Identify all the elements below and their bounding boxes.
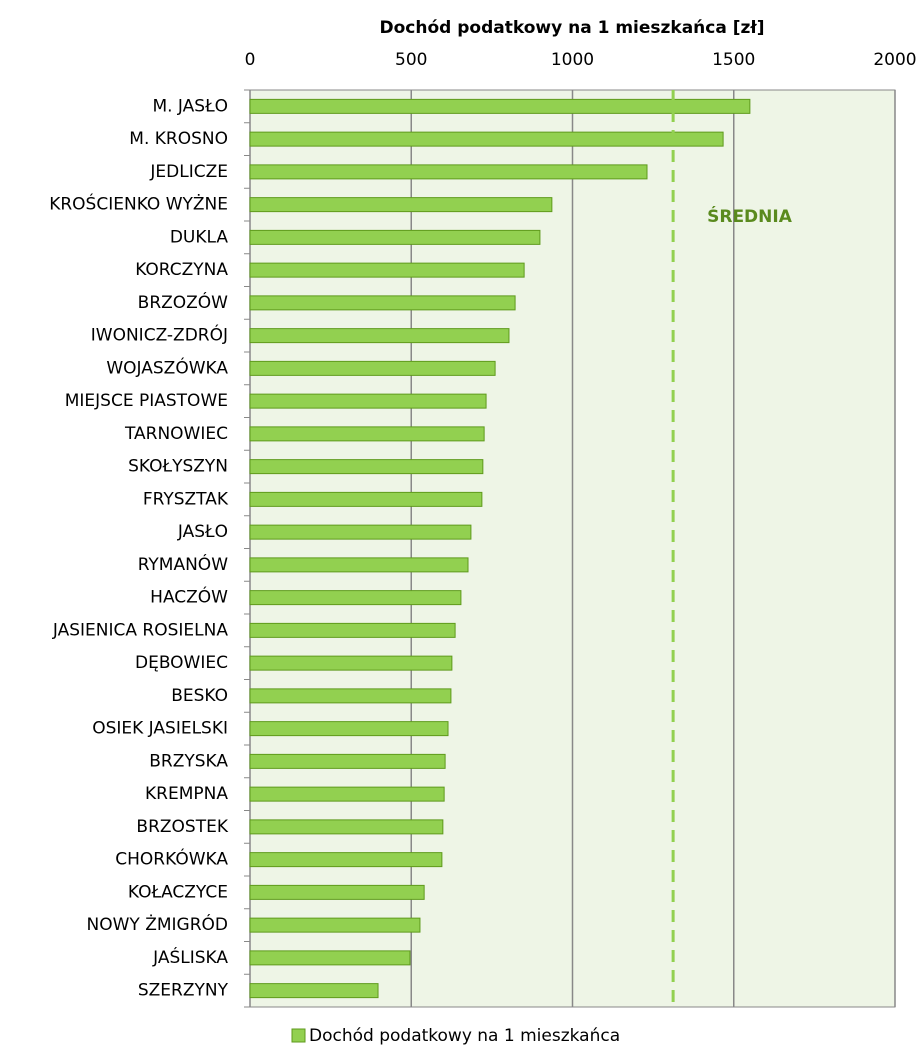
y-tick-label: HACZÓW bbox=[150, 586, 228, 608]
bar bbox=[249, 884, 425, 900]
y-tick-label: DUKLA bbox=[170, 227, 229, 247]
y-tick-label: NOWY ŻMIGRÓD bbox=[87, 913, 228, 935]
bar bbox=[249, 721, 449, 737]
y-tick-label: BRZYSKA bbox=[149, 751, 228, 771]
bar bbox=[249, 950, 411, 966]
bar bbox=[249, 786, 445, 802]
bar bbox=[249, 459, 484, 475]
average-label: ŚREDNIA bbox=[707, 205, 793, 227]
y-tick-label: CHORKÓWKA bbox=[115, 848, 228, 870]
x-tick-label: 1500 bbox=[712, 50, 755, 70]
bar bbox=[249, 328, 510, 344]
y-tick-label: SKOŁYSZYN bbox=[128, 457, 228, 477]
chart-title: Dochód podatkowy na 1 mieszkańca [zł] bbox=[380, 18, 765, 38]
bar bbox=[249, 131, 724, 147]
bar bbox=[249, 98, 751, 114]
bar bbox=[249, 524, 472, 540]
bar bbox=[249, 852, 443, 868]
bar bbox=[249, 819, 444, 835]
y-tick-label: KREMPNA bbox=[145, 784, 228, 804]
bar bbox=[249, 590, 462, 606]
y-tick-label: JASŁO bbox=[177, 522, 228, 542]
bar bbox=[249, 262, 525, 278]
bar bbox=[249, 229, 541, 245]
legend-label: Dochód podatkowy na 1 mieszkańca bbox=[309, 1026, 620, 1046]
y-tick-label: MIEJSCE PIASTOWE bbox=[65, 391, 228, 411]
x-tick-label: 2000 bbox=[873, 50, 916, 70]
bar bbox=[249, 426, 485, 442]
y-tick-label: WOJASZÓWKA bbox=[106, 356, 228, 378]
y-tick-label: M. KROSNO bbox=[129, 129, 228, 149]
y-tick-label: KORCZYNA bbox=[135, 260, 228, 280]
y-tick-label: BRZOSTEK bbox=[136, 817, 228, 837]
bar bbox=[249, 360, 496, 376]
x-tick-label: 0 bbox=[245, 50, 256, 70]
y-tick-label: OSIEK JASIELSKI bbox=[92, 719, 228, 739]
bar bbox=[249, 622, 456, 638]
x-tick-label: 1000 bbox=[551, 50, 594, 70]
y-tick-label: JAŚLISKA bbox=[152, 946, 228, 968]
y-tick-label: M. JASŁO bbox=[152, 96, 228, 116]
y-tick-label: BRZOZÓW bbox=[138, 291, 229, 313]
bar bbox=[249, 655, 453, 671]
bar bbox=[249, 295, 516, 311]
y-tick-label: BESKO bbox=[171, 686, 228, 706]
bar bbox=[249, 753, 446, 769]
y-tick-label: KROŚCIENKO WYŻNE bbox=[49, 193, 228, 215]
x-tick-label: 500 bbox=[395, 50, 427, 70]
bar bbox=[249, 164, 648, 180]
y-tick-label: RYMANÓW bbox=[138, 553, 229, 575]
bar bbox=[249, 557, 469, 573]
bar bbox=[249, 393, 487, 409]
y-tick-label: SZERZYNY bbox=[138, 981, 229, 1001]
y-tick-label: FRYSZTAK bbox=[143, 489, 229, 509]
y-tick-label: JASIENICA ROSIELNA bbox=[52, 620, 228, 640]
y-tick-label: IWONICZ-ZDRÓJ bbox=[91, 324, 228, 346]
legend-swatch bbox=[291, 1028, 306, 1043]
y-tick-label: TARNOWIEC bbox=[124, 424, 228, 444]
bar bbox=[249, 688, 452, 704]
bar bbox=[249, 983, 379, 999]
y-tick-label: JEDLICZE bbox=[149, 162, 228, 182]
bar bbox=[249, 917, 421, 933]
y-tick-label: DĘBOWIEC bbox=[135, 653, 228, 673]
bar bbox=[249, 491, 483, 507]
bar bbox=[249, 197, 553, 213]
y-tick-label: KOŁACZYCE bbox=[128, 882, 228, 902]
